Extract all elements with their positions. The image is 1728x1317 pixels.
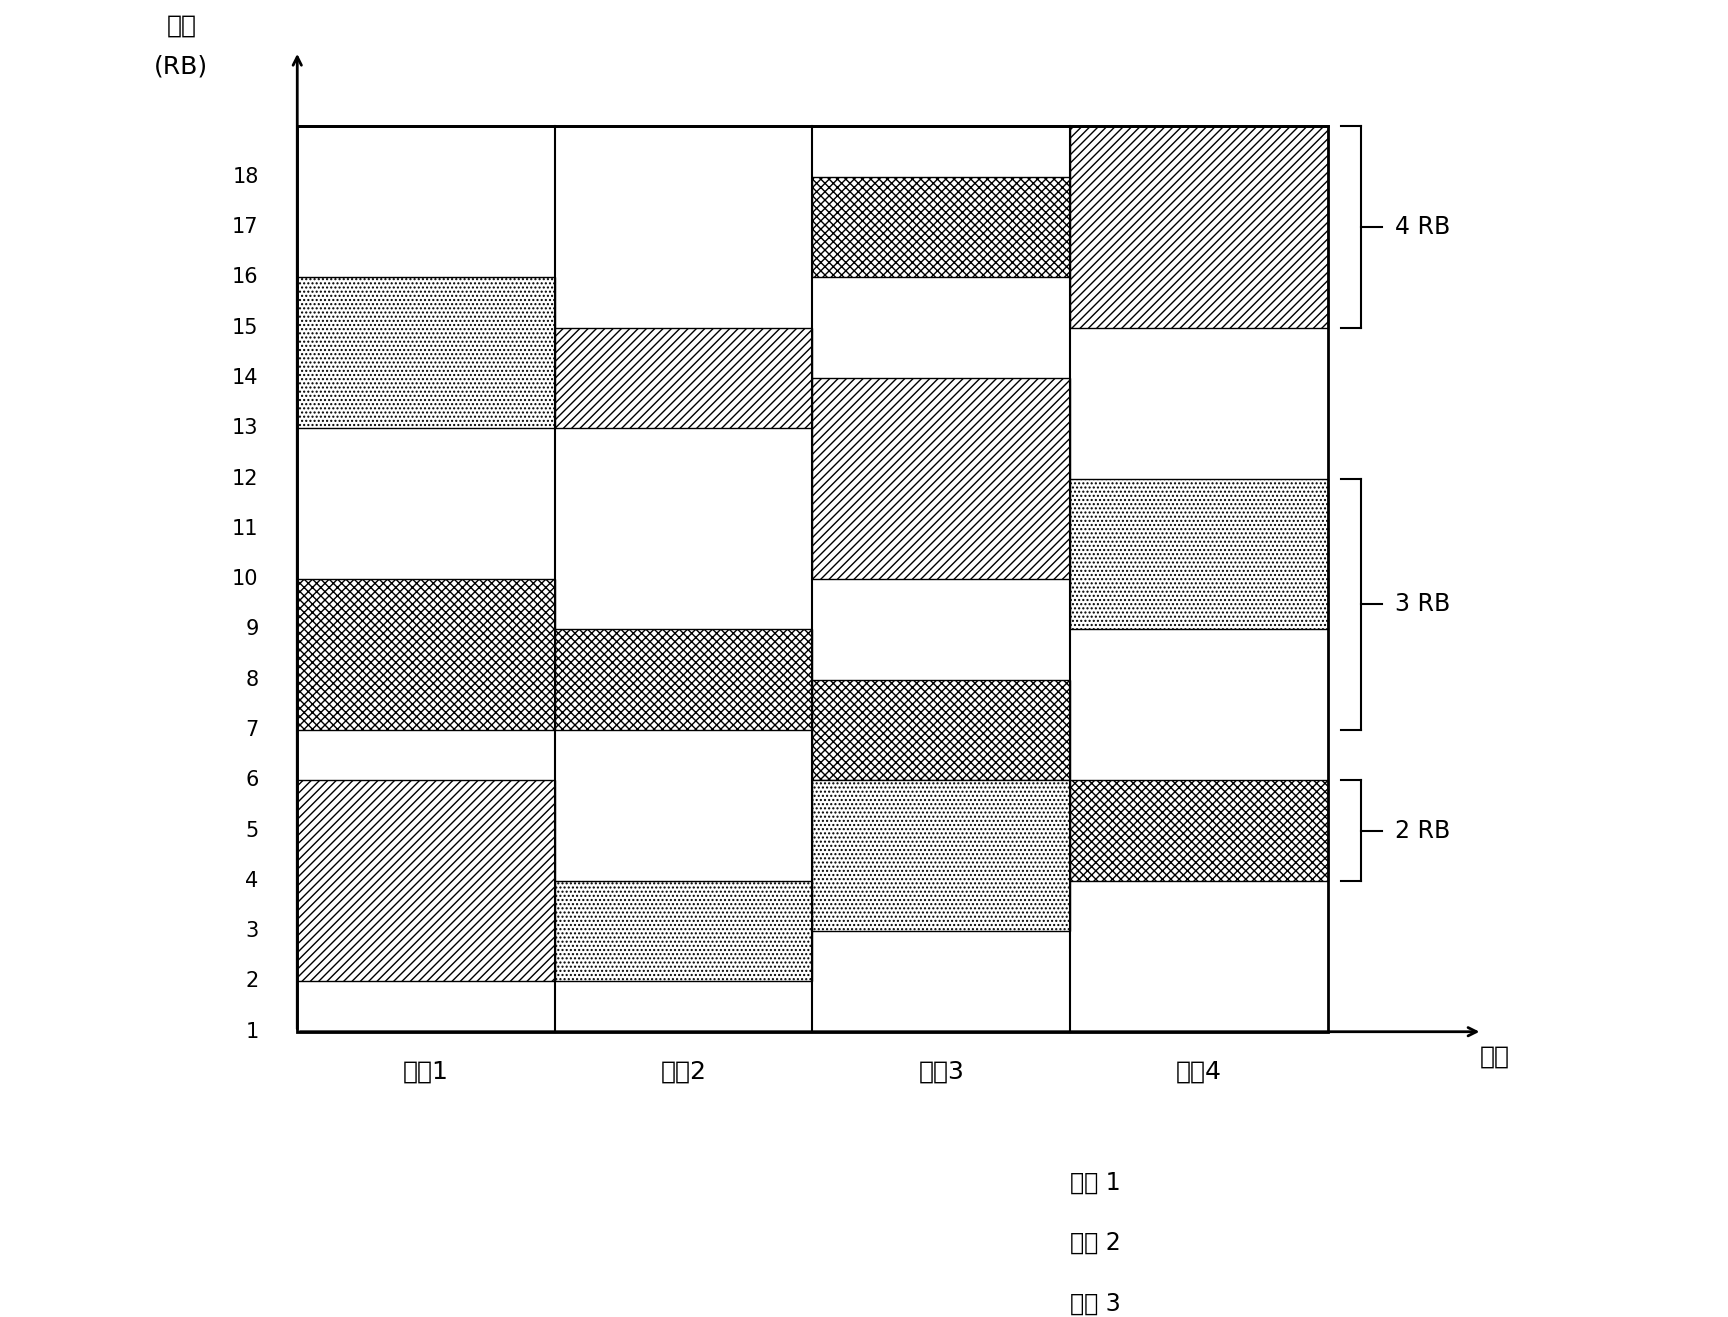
- Text: 8: 8: [245, 669, 259, 690]
- Text: 12: 12: [232, 469, 259, 489]
- Text: 2 RB: 2 RB: [1394, 819, 1450, 843]
- Text: 4 RB: 4 RB: [1394, 215, 1450, 240]
- Text: 13: 13: [232, 419, 259, 439]
- Text: 10: 10: [232, 569, 259, 589]
- Text: 9: 9: [245, 619, 259, 639]
- Text: 时隙4: 时隙4: [1175, 1060, 1222, 1084]
- Text: 时间: 时间: [1481, 1044, 1510, 1069]
- Text: 时隙3: 时隙3: [918, 1060, 964, 1084]
- Bar: [812, 378, 1070, 579]
- Text: 1: 1: [245, 1022, 259, 1042]
- Bar: [890, 1289, 1032, 1317]
- Text: 17: 17: [232, 217, 259, 237]
- Bar: [297, 780, 555, 981]
- Bar: [1070, 780, 1327, 881]
- Text: 11: 11: [232, 519, 259, 539]
- Text: 用户 3: 用户 3: [1070, 1291, 1121, 1316]
- Bar: [812, 176, 1070, 278]
- Text: 2: 2: [245, 972, 259, 992]
- Bar: [812, 780, 1070, 931]
- Text: 5: 5: [245, 820, 259, 840]
- Text: 时隙1: 时隙1: [403, 1060, 449, 1084]
- Text: 用户 2: 用户 2: [1070, 1231, 1121, 1255]
- Bar: [852, 1152, 1572, 1317]
- Text: 4: 4: [245, 871, 259, 890]
- Text: 3: 3: [245, 921, 259, 942]
- Text: 3 RB: 3 RB: [1394, 593, 1450, 616]
- Text: 16: 16: [232, 267, 259, 287]
- Bar: [890, 1168, 1032, 1196]
- Text: 频率: 频率: [166, 14, 197, 38]
- Bar: [812, 680, 1070, 780]
- Text: 6: 6: [245, 770, 259, 790]
- Text: (RB): (RB): [154, 54, 209, 78]
- Text: 14: 14: [232, 367, 259, 389]
- Bar: [297, 126, 1327, 1031]
- Bar: [1070, 478, 1327, 630]
- Text: 18: 18: [232, 167, 259, 187]
- Bar: [555, 630, 812, 730]
- Text: 时隙2: 时隙2: [660, 1060, 707, 1084]
- Text: 用户 1: 用户 1: [1070, 1171, 1121, 1195]
- Bar: [890, 1229, 1032, 1256]
- Bar: [1070, 126, 1327, 328]
- Bar: [297, 278, 555, 428]
- Bar: [555, 328, 812, 428]
- Bar: [297, 579, 555, 730]
- Text: 15: 15: [232, 317, 259, 337]
- Text: 7: 7: [245, 720, 259, 740]
- Bar: [555, 881, 812, 981]
